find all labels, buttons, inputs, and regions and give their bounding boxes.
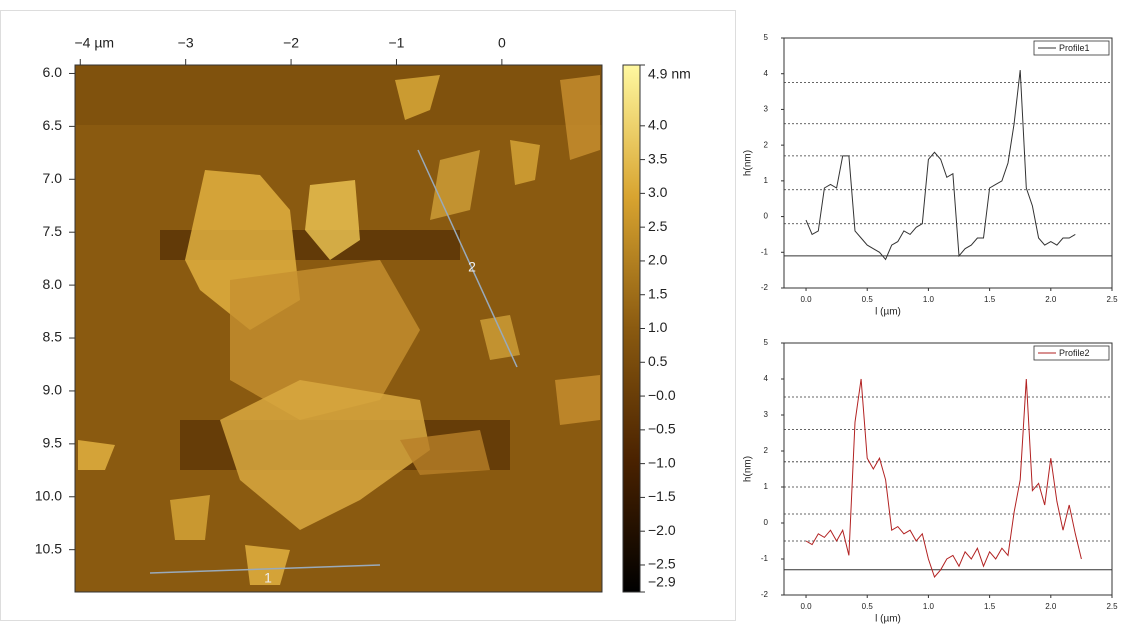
- y-tick-label: -1: [761, 247, 769, 256]
- x-tick-label: 2.5: [1106, 295, 1118, 304]
- colorbar-tick-label: 3.0: [648, 184, 668, 200]
- colorbar-tick-label: 1.0: [648, 319, 668, 335]
- x-tick-label: 2.0: [1045, 602, 1057, 611]
- profile-line: [805, 70, 1076, 261]
- y-tick-label: 7.0: [43, 170, 63, 186]
- y-tick-label: 1: [764, 176, 769, 185]
- colorbar-tick-label: 1.5: [648, 285, 668, 301]
- plot-frame: [783, 37, 1113, 289]
- colorbar-tick-label: −2.0: [648, 522, 676, 538]
- y-tick-label: 10.5: [35, 540, 62, 556]
- y-tick-label: 6.5: [43, 117, 63, 133]
- colorbar-tick-label: −1.5: [648, 488, 676, 504]
- y-tick-label: 5: [764, 338, 769, 347]
- legend-label: Profile2: [1059, 348, 1090, 358]
- x-tick-label: 0.0: [800, 602, 812, 611]
- x-tick-label: −1: [388, 35, 404, 51]
- y-tick-label: 3: [764, 105, 769, 114]
- y-tick-label: 9.0: [43, 382, 63, 398]
- colorbar-tick-label: 3.5: [648, 150, 668, 166]
- colorbar-tick-label: −0.0: [648, 387, 676, 403]
- y-tick-label: 4: [764, 69, 769, 78]
- colorbar-tick-label: −1.0: [648, 454, 676, 470]
- x-tick-label: 1.0: [923, 602, 935, 611]
- x-axis-label: l (µm): [875, 307, 901, 318]
- y-tick-label: 5: [764, 33, 769, 42]
- colorbar-tick-label: 2.5: [648, 218, 668, 234]
- y-tick-label: 10.0: [35, 487, 62, 503]
- colorbar-tick-label: −0.5: [648, 421, 676, 437]
- colorbar: [622, 64, 641, 593]
- x-tick-label: 2.0: [1045, 295, 1057, 304]
- x-axis-label: l (µm): [875, 614, 901, 625]
- colorbar-tick-label: −2.5: [648, 556, 676, 572]
- y-tick-label: -1: [761, 554, 769, 563]
- y-tick-label: 3: [764, 410, 769, 419]
- y-axis-label: h(nm): [743, 150, 754, 176]
- plot-frame: [783, 342, 1113, 596]
- y-axis-label: h(nm): [743, 456, 754, 482]
- y-tick-label: -2: [761, 283, 769, 292]
- x-tick-label: −4 µm: [74, 35, 114, 51]
- y-tick-label: 7.5: [43, 223, 63, 239]
- x-tick-label: 1.0: [923, 295, 935, 304]
- legend-label: Profile1: [1059, 43, 1090, 53]
- colorbar-tick-label: 0.5: [648, 353, 668, 369]
- y-tick-label: 8.0: [43, 276, 63, 292]
- annotation: 1: [264, 570, 272, 586]
- y-tick-label: 0: [764, 212, 769, 221]
- y-tick-label: 2: [764, 140, 769, 149]
- legend-box: [1033, 40, 1110, 56]
- x-tick-label: 0: [498, 35, 506, 51]
- x-tick-label: 0.5: [862, 602, 874, 611]
- x-tick-label: −2: [283, 35, 299, 51]
- colorbar-tick-label: −2.9: [648, 574, 676, 590]
- x-tick-label: 1.5: [984, 295, 996, 304]
- profile-line: [805, 378, 1082, 578]
- legend-box: [1033, 345, 1110, 361]
- x-tick-label: 2.5: [1106, 602, 1118, 611]
- x-tick-label: 0.5: [862, 295, 874, 304]
- colorbar-tick-label: 2.0: [648, 252, 668, 268]
- y-tick-label: 1: [764, 482, 769, 491]
- y-tick-label: -2: [761, 590, 769, 599]
- y-tick-label: 0: [764, 518, 769, 527]
- x-tick-label: 1.5: [984, 602, 996, 611]
- y-tick-label: 4: [764, 374, 769, 383]
- y-tick-label: 8.5: [43, 329, 63, 345]
- colorbar-tick-label: 4.0: [648, 117, 668, 133]
- annotation: 2: [468, 259, 476, 275]
- y-tick-label: 2: [764, 446, 769, 455]
- y-tick-label: 6.0: [43, 64, 63, 80]
- colorbar-tick-label: 4.9 nm: [648, 66, 691, 82]
- afm-image: [74, 64, 603, 593]
- x-tick-label: −3: [178, 35, 194, 51]
- x-tick-label: 0.0: [800, 295, 812, 304]
- y-tick-label: 9.5: [43, 435, 63, 451]
